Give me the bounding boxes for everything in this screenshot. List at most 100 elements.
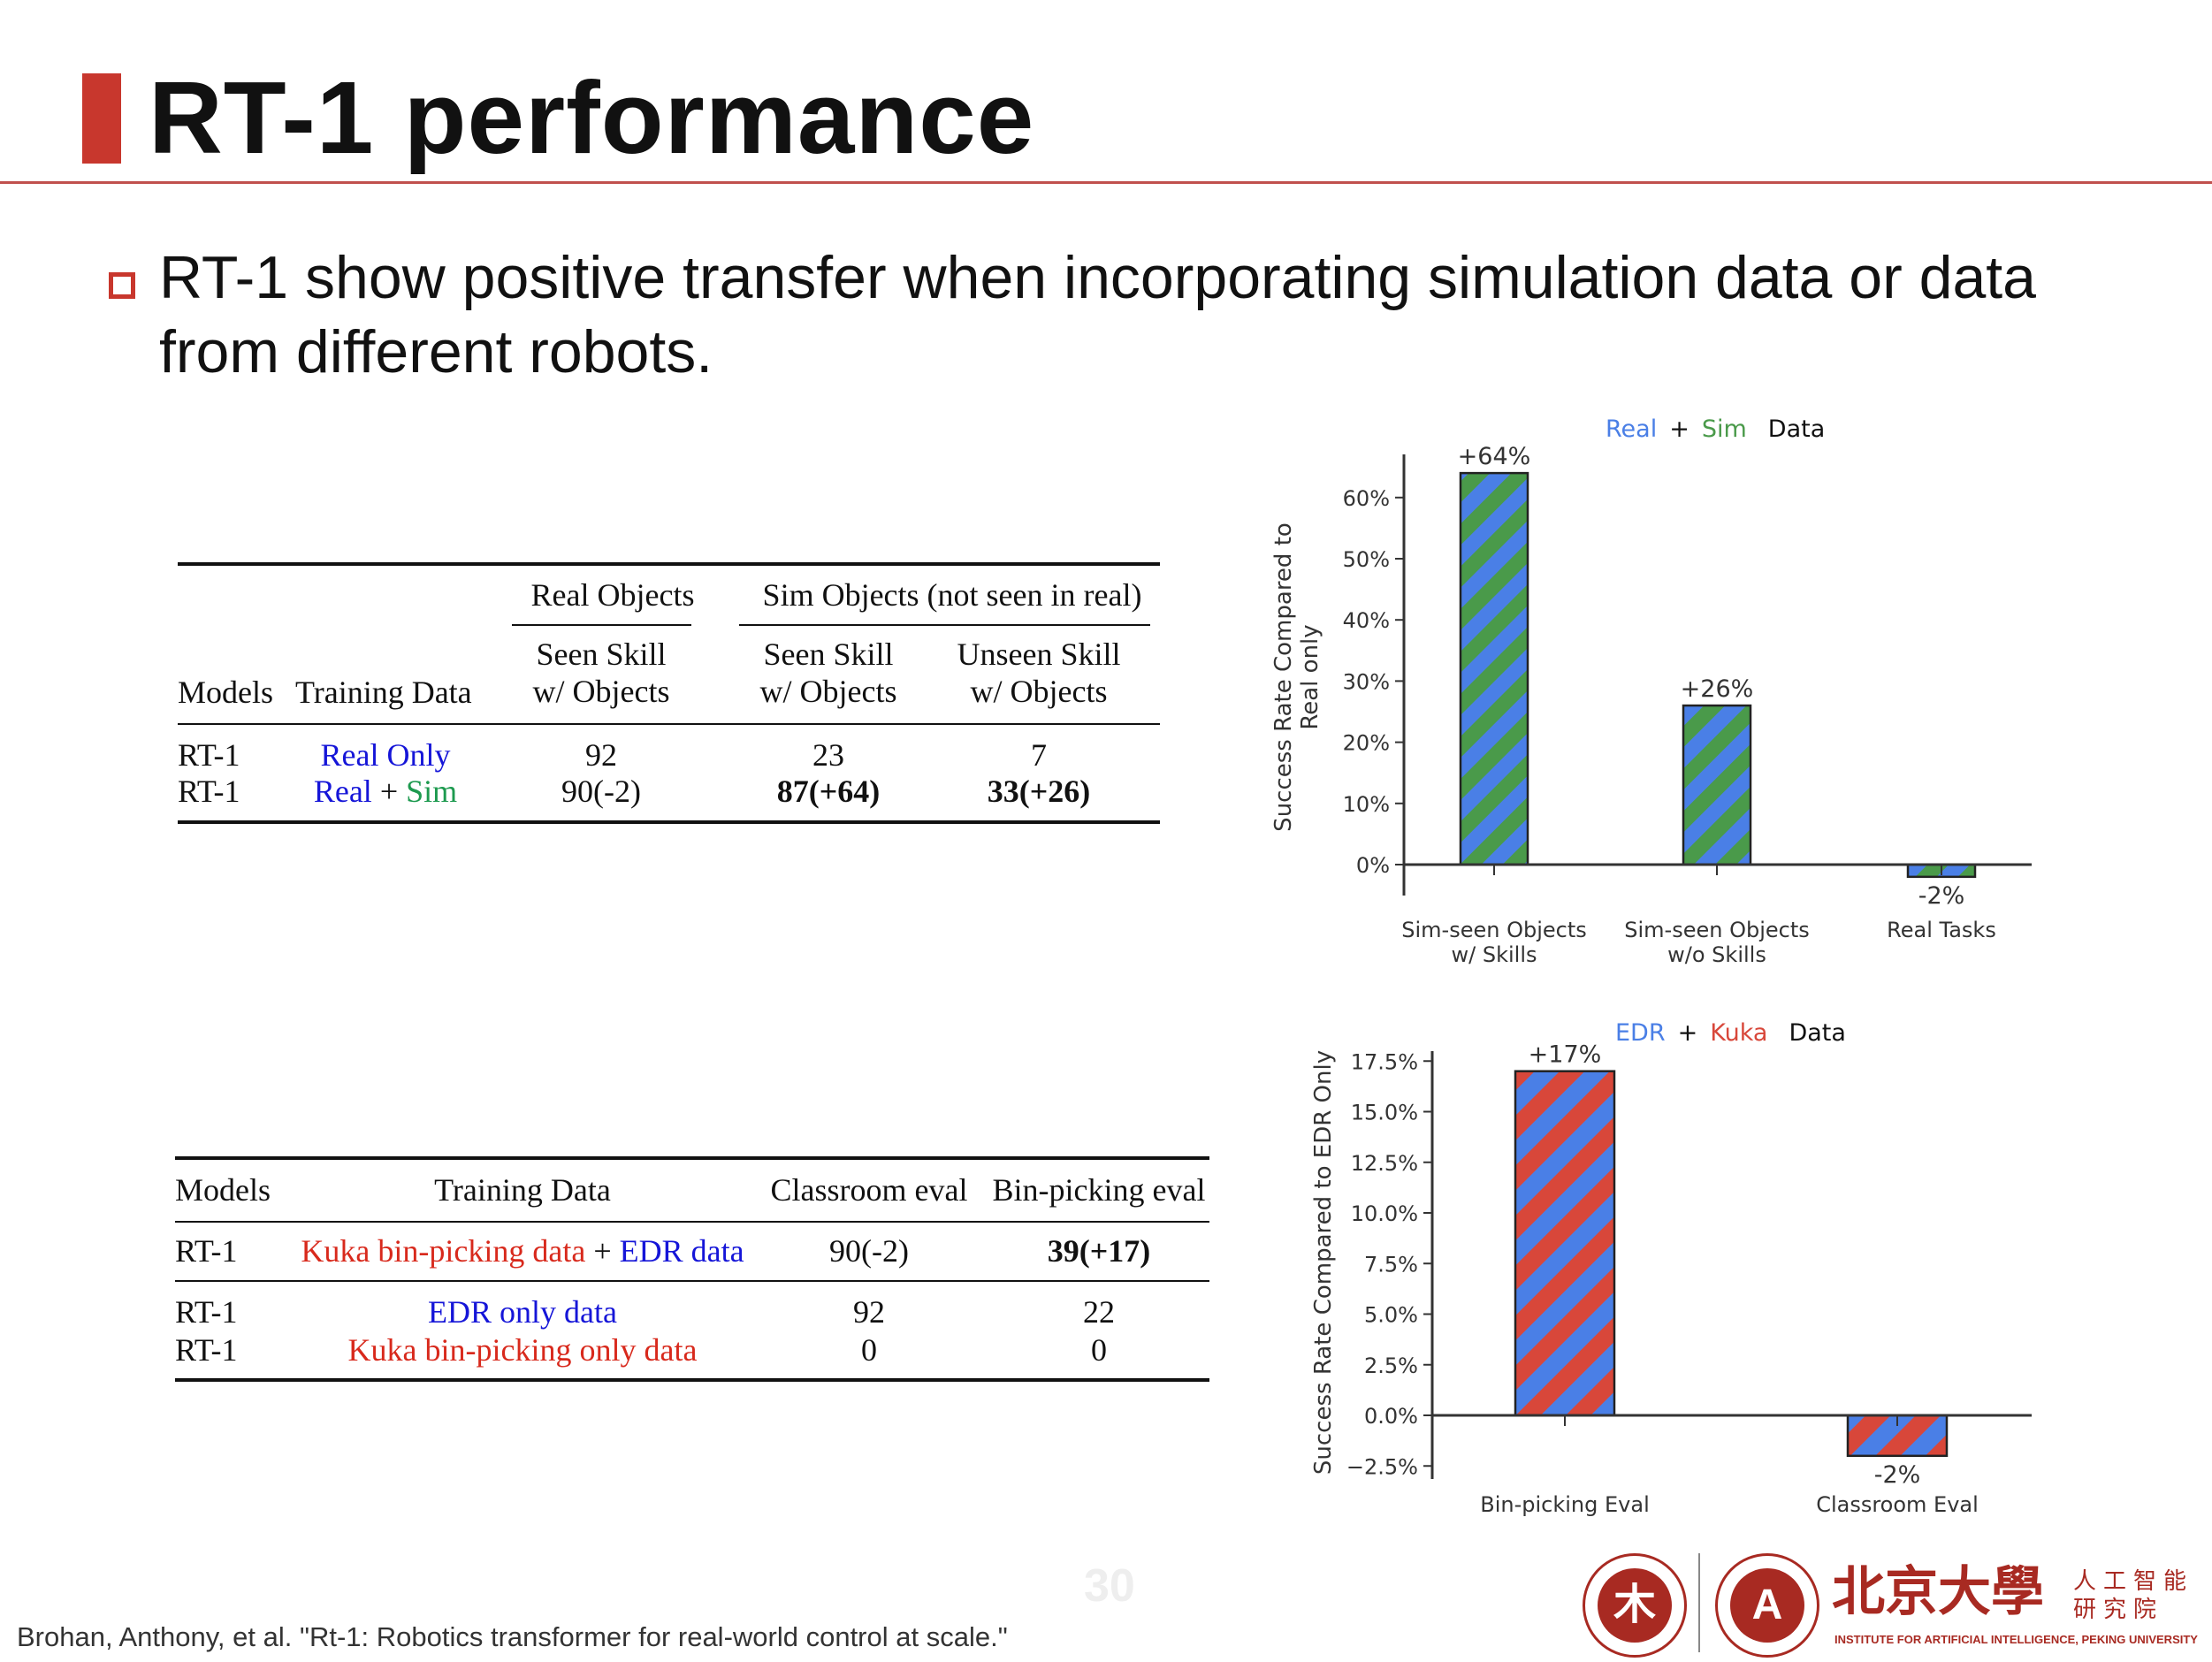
title-accent-bar	[82, 73, 121, 164]
header-col1: Seen Skill w/ Objects	[533, 636, 670, 710]
real-text: Real	[313, 774, 372, 809]
cell-value: 23	[812, 737, 844, 773]
header-models: Models	[175, 1172, 271, 1208]
cell-model: RT-1	[175, 1332, 238, 1368]
header-rule	[178, 723, 1160, 725]
bar	[1682, 704, 1752, 866]
cell-value: 90(-2)	[829, 1233, 909, 1269]
data-label: -2%	[1874, 1461, 1921, 1489]
cell-value: 7	[1031, 737, 1047, 773]
table-bottom-rule	[175, 1378, 1209, 1382]
legend-part: Real	[1606, 416, 1657, 443]
data-label: +17%	[1529, 1041, 1602, 1069]
chart-legend-title: EDR + Kuka Data	[1615, 1019, 1846, 1047]
edr-text: EDR data	[619, 1233, 744, 1269]
x-label-line: w/ Skills	[1452, 942, 1537, 967]
cell-value: 92	[585, 737, 617, 773]
legend-part: Data	[1768, 416, 1825, 443]
x-tick-label: Classroom Eval	[1816, 1492, 1979, 1517]
bullet-text: RT-1 show positive transfer when incorpo…	[159, 244, 2036, 385]
legend-part: EDR	[1615, 1019, 1666, 1047]
header-training-data: Training Data	[295, 675, 472, 710]
y-tick-label: 12.5%	[1351, 1151, 1418, 1176]
x-label-line: Real Tasks	[1887, 918, 1996, 942]
y-label-line: Success Rate Compared to	[1270, 522, 1297, 832]
logo-chinese-name: 北京大學	[1832, 1561, 2044, 1623]
y-tick-label: 5.0%	[1364, 1303, 1418, 1328]
header-line: Seen Skill	[536, 637, 667, 672]
header-training-data: Training Data	[434, 1172, 611, 1208]
cell-model: RT-1	[175, 1233, 238, 1269]
cell-value-bold: 39(+17)	[1047, 1233, 1151, 1269]
slide-title: RT-1 performance	[149, 60, 1035, 175]
row-rule	[175, 1280, 1209, 1282]
y-axis-label: Success Rate Compared toReal only	[1270, 522, 1323, 832]
x-tick-label: Sim-seen Objects w/ Skills	[1401, 918, 1586, 967]
data-label: +26%	[1681, 675, 1754, 703]
y-tick-label: 10%	[1343, 792, 1390, 817]
plus-text: +	[371, 774, 407, 809]
bar	[1514, 1070, 1616, 1417]
header-line: w/ Objects	[532, 674, 670, 709]
cell-value: 92	[853, 1294, 885, 1330]
table-bottom-rule	[178, 820, 1160, 824]
cell-value: 0	[861, 1332, 877, 1368]
plus-text: +	[585, 1233, 620, 1269]
y-label-line: Real only	[1297, 624, 1323, 729]
table-top-rule	[178, 562, 1160, 566]
cell-training: Real + Sim	[314, 773, 457, 810]
pku-seal-logo: ⽊	[1583, 1553, 1687, 1658]
citation: Brohan, Anthony, et al. "Rt-1: Robotics …	[17, 1621, 1008, 1652]
cell-value: 22	[1083, 1294, 1115, 1330]
bar	[1459, 471, 1529, 866]
table-top-rule	[175, 1156, 1209, 1160]
logo-line: 人工智能	[2073, 1567, 2194, 1594]
title-divider	[0, 181, 2212, 184]
y-tick-label: 30%	[1343, 669, 1390, 694]
legend-part: Data	[1789, 1019, 1845, 1047]
cell-value-bold: 87(+64)	[776, 774, 881, 809]
y-tick-label: 20%	[1343, 731, 1390, 756]
logo-institute-en: INSTITUTE FOR ARTIFICIAL INTELLIGENCE, P…	[1834, 1633, 2198, 1646]
cell-value-bold: 33(+26)	[987, 774, 1091, 809]
y-label-line: Success Rate Compared to EDR Only	[1310, 1050, 1337, 1475]
seal-emblem-icon: ⽊	[1598, 1568, 1672, 1643]
y-tick-label: 50%	[1343, 547, 1390, 572]
y-tick-label: 0%	[1356, 853, 1390, 878]
cell-model: RT-1	[175, 1294, 238, 1330]
y-tick-label: 15.0%	[1351, 1101, 1418, 1125]
ai-institute-seal-logo: A	[1715, 1553, 1819, 1658]
legend-part: +	[1678, 1019, 1698, 1047]
cell-training: Kuka bin-picking only data	[347, 1332, 698, 1368]
x-tick-label: Sim-seen Objects w/o Skills	[1624, 918, 1809, 967]
header-col2: Seen Skill w/ Objects	[760, 636, 897, 710]
x-label-line: w/o Skills	[1667, 942, 1766, 967]
cell-training: Real Only	[321, 736, 451, 774]
x-label-line: Classroom Eval	[1816, 1492, 1979, 1517]
cell-training: EDR only data	[428, 1294, 617, 1330]
real-only-text: Real Only	[320, 737, 451, 773]
seal-a-icon: A	[1730, 1568, 1804, 1643]
cell-model: RT-1	[178, 737, 240, 773]
chart-edr-kuka: EDR + Kuka Data Success Rate Compared to EDR…	[1310, 1019, 2032, 1517]
y-tick-label: 7.5%	[1364, 1252, 1418, 1277]
header-line: Unseen Skill	[957, 637, 1121, 672]
group-rule	[512, 624, 691, 626]
header-bin-picking: Bin-picking eval	[992, 1172, 1206, 1208]
y-tick-label: 60%	[1343, 486, 1390, 511]
y-tick-label: 17.5%	[1351, 1049, 1418, 1074]
data-label: +64%	[1458, 443, 1531, 470]
chart-legend-title: Real + Sim Data	[1606, 416, 1825, 443]
header-line: w/ Objects	[970, 674, 1108, 709]
header-col3: Unseen Skill w/ Objects	[957, 636, 1121, 710]
logo-divider	[1698, 1553, 1700, 1652]
y-tick-label: 0.0%	[1364, 1404, 1418, 1429]
y-tick-label: −2.5%	[1346, 1454, 1418, 1479]
y-tick-label: 10.0%	[1351, 1201, 1418, 1226]
y-axis-label: Success Rate Compared to EDR Only	[1310, 1050, 1337, 1475]
x-label-line: Bin-picking Eval	[1480, 1492, 1649, 1517]
logo-line: 研究院	[2073, 1596, 2164, 1622]
data-label: -2%	[1918, 882, 1965, 910]
cell-model: RT-1	[178, 774, 240, 809]
